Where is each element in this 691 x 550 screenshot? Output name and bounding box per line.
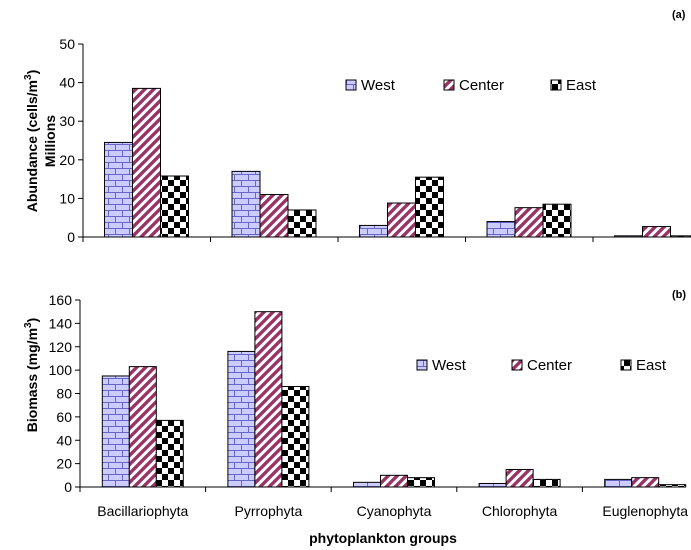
panel-a-panel-label: (a) [672, 9, 686, 21]
panel-a-bar-west-bacillariophyta [104, 141, 133, 238]
panel-a-legend-swatch-center [443, 79, 455, 91]
panel-a-bar-west-cyanophyta [359, 224, 388, 238]
panel-a-bar-east-pyrrophyta [287, 209, 317, 238]
panel-b-legend-label-east: East [636, 357, 667, 374]
panel-a-y-axis-subtitle: Millions [42, 115, 58, 167]
panel-b-category-label: Pyrrophyta [235, 503, 303, 519]
panel-b-bar-west-cyanophyta [353, 481, 381, 488]
panel-a-bar-west-pyrrophyta [231, 170, 261, 238]
panel-a-bar-center-pyrrophyta [259, 194, 289, 238]
panel-b-legend-swatch-west [416, 359, 428, 371]
panel-a-bar-east-euglenophyta [670, 235, 691, 238]
panel-b-bar-west-pyrrophyta [227, 350, 256, 488]
panel-b-bar-east-chlorophyta [532, 478, 561, 488]
panel-b-legend-label-west: West [432, 357, 467, 374]
panel-b-y-tick-label: 0 [64, 479, 72, 495]
panel-b-bar-center-cyanophyta [380, 474, 408, 488]
panel-a-legend-swatch-east [550, 79, 562, 91]
panel-a-bar-east-chlorophyta [542, 203, 572, 238]
panel-b-bar-west-euglenophyta [604, 478, 633, 488]
panel-a-legend-label-west: West [361, 77, 396, 94]
panel-a-bar-center-cyanophyta [387, 202, 416, 238]
panel-b-bar-east-bacillariophyta [155, 419, 184, 488]
panel-b-legend-swatch-center [511, 359, 523, 371]
panel-a-y-axis-title-superscript: 3 [23, 74, 34, 80]
panel-b-legend-label-center: Center [527, 357, 572, 374]
panel-a-bar-west-chlorophyta [486, 221, 516, 238]
panel-b-bar-east-euglenophyta [658, 484, 687, 488]
panel-a-y-tick-label: 30 [59, 113, 75, 129]
panel-a-bar-east-bacillariophyta [160, 175, 189, 238]
panel-a-y-axis-title-close: ) [24, 70, 40, 75]
panel-b-bar-center-pyrrophyta [254, 311, 283, 488]
panel-b-category-label: Cyanophyta [357, 503, 432, 519]
panel-a-y-tick-label: 50 [59, 36, 75, 52]
panel-a-abundance-chart: 0 10 20 30 40 50 West Center East (a) Abundance (c… [23, 9, 691, 245]
panel-a-bar-center-bacillariophyta [132, 87, 161, 238]
panel-b-legend-swatch-east [620, 359, 632, 371]
panel-a-y-tick-label: 10 [59, 190, 75, 206]
panel-b-y-tick-label: 40 [56, 432, 72, 448]
panel-a-bar-east-cyanophyta [415, 176, 444, 238]
panel-b-bar-east-cyanophyta [407, 477, 435, 488]
panel-a-legend: West Center East [345, 77, 597, 94]
panel-b-y-tick-label: 140 [49, 315, 73, 331]
panel-b-bar-center-bacillariophyta [128, 366, 157, 488]
panel-a-bar-west-euglenophyta [614, 235, 643, 238]
panel-b-bar-west-chlorophyta [478, 482, 507, 488]
panel-b-category-label: Chlorophyta [482, 503, 558, 519]
panel-b-bar-center-chlorophyta [505, 468, 534, 488]
panel-a-y-tick-label: 0 [67, 229, 75, 245]
panel-a-legend-label-east: East [566, 77, 597, 94]
panel-a-bar-center-chlorophyta [514, 207, 544, 238]
panel-a-bar-center-euglenophyta [642, 226, 671, 238]
panel-b-biomass-chart: 0 20 40 60 80 100 120 140 160 Bacillariophyta Pyrr… [23, 289, 688, 546]
panel-b-legend: West Center East [416, 357, 667, 374]
panel-b-category-label: Euglenophyta [602, 503, 688, 519]
panel-b-y-tick-label: 80 [56, 386, 72, 402]
panel-b-y-axis-title-superscript: 3 [23, 322, 34, 328]
panel-b-y-tick-label: 120 [49, 339, 73, 355]
panel-b-y-axis-title-close: ) [24, 318, 40, 323]
panel-b-bar-west-bacillariophyta [101, 375, 130, 488]
panel-a-legend-label-center: Center [459, 77, 504, 94]
panel-a-y-axis-title-text: Abundance (cells/m [24, 80, 40, 212]
panel-b-bar-center-euglenophyta [631, 477, 660, 488]
panel-b-y-tick-label: 160 [49, 292, 73, 308]
panel-b-y-axis-title-text: Biomass (mg/m [24, 328, 40, 432]
panel-a-y-axis-title: Abundance (cells/m3) [23, 70, 40, 213]
panel-b-category-label: Bacillariophyta [97, 503, 188, 519]
panel-b-y-tick-label: 20 [56, 456, 72, 472]
panel-a-legend-swatch-west [345, 79, 357, 91]
panel-b-bar-east-pyrrophyta [281, 385, 310, 488]
panel-b-y-tick-label: 60 [56, 409, 72, 425]
panel-b-y-axis-title: Biomass (mg/m3) [23, 318, 40, 432]
panel-b-y-tick-label: 100 [49, 362, 73, 378]
panel-a-y-tick-label: 20 [59, 152, 75, 168]
panel-a-y-tick-label: 40 [59, 75, 75, 91]
x-axis-title: phytoplankton groups [309, 530, 457, 546]
panel-b-panel-label: (b) [672, 289, 686, 301]
